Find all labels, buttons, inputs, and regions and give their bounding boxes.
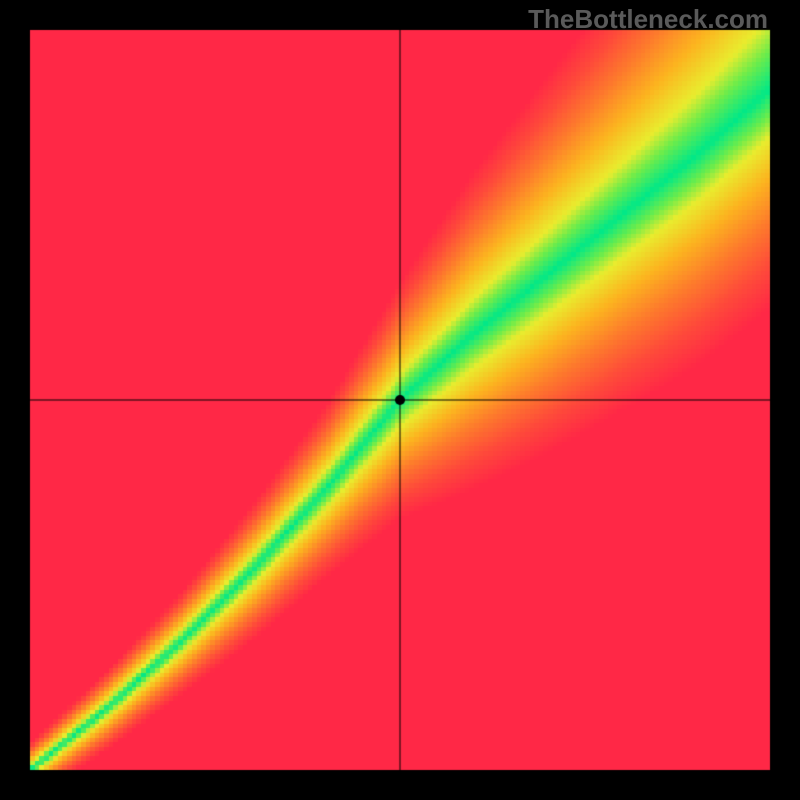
- watermark-text: TheBottleneck.com: [528, 4, 768, 35]
- bottleneck-heatmap: [0, 0, 800, 800]
